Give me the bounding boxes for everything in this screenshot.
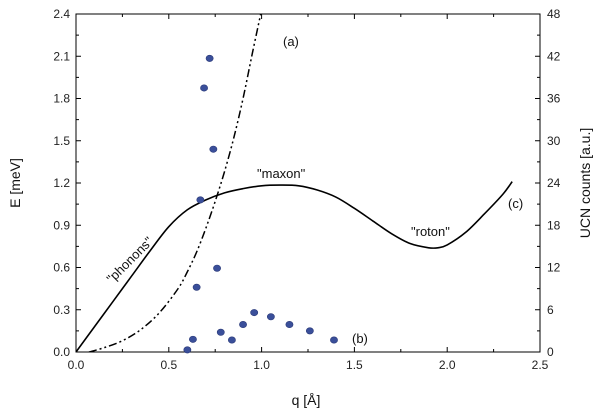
series-a-line <box>88 14 262 352</box>
y-right-tick-label: 12 <box>547 261 561 275</box>
annotation-maxon: "maxon" <box>257 166 306 181</box>
x-tick-label: 0.0 <box>68 358 85 372</box>
series-b-point <box>330 336 338 344</box>
y-left-tick-label: 2.1 <box>53 49 70 63</box>
y-right-tick-label: 18 <box>547 218 561 232</box>
y-left-tick-label: 0.6 <box>53 261 70 275</box>
annotation-a: (a) <box>283 34 299 49</box>
series-b-point <box>200 84 208 92</box>
y-axis-right-title: UCN counts [a.u.] <box>577 128 593 239</box>
series-b-point <box>213 264 221 272</box>
x-tick-label: 1.5 <box>346 358 363 372</box>
series-b-point <box>183 346 192 354</box>
x-axis-title: q [Å] <box>292 392 321 408</box>
y-left-tick-label: 0.0 <box>53 345 70 359</box>
y-left-tick-label: 0.3 <box>53 303 70 317</box>
y-right-tick-label: 36 <box>547 92 561 106</box>
y-left-tick-label: 1.8 <box>53 92 70 106</box>
annotation-c: (c) <box>508 196 523 211</box>
y-right-tick-label: 0 <box>547 345 554 359</box>
y-right-tick-label: 6 <box>547 303 554 317</box>
annotation-roton: "roton" <box>411 224 450 239</box>
x-tick-label: 0.5 <box>160 358 177 372</box>
y-left-tick-label: 1.2 <box>53 176 70 190</box>
y-left-tick-label: 1.5 <box>53 134 70 148</box>
series-b-point <box>192 283 201 291</box>
y-right-tick-label: 24 <box>547 176 561 190</box>
y-right-tick-label: 42 <box>547 49 561 63</box>
series-b-point <box>250 309 259 317</box>
x-tick-label: 1.0 <box>253 358 270 372</box>
annotation-b: (b) <box>352 331 368 346</box>
series-b-point <box>285 321 294 329</box>
series-b-point <box>266 313 275 321</box>
series-b-point <box>305 327 314 335</box>
series-b-point <box>205 54 214 62</box>
y-axis-left-title: E [meV] <box>7 158 23 208</box>
series-b-point <box>216 328 225 336</box>
series-b-point <box>209 145 218 153</box>
series-b-point <box>189 335 197 343</box>
series-b-point <box>228 336 236 344</box>
y-left-tick-label: 0.9 <box>53 218 70 232</box>
series-b-point <box>196 196 205 204</box>
y-right-tick-label: 30 <box>547 134 561 148</box>
x-tick-label: 2.0 <box>439 358 456 372</box>
y-left-tick-label: 2.4 <box>53 7 70 21</box>
series-b-point <box>239 321 247 329</box>
x-tick-label: 2.5 <box>532 358 549 372</box>
plot-frame <box>75 13 541 353</box>
plot-area: 0.0 0.5 1.0 1.5 2.0 2.5 0.0 0.3 0.6 0.9 1.2 1.5 1.8 2… <box>53 7 560 372</box>
series-c-line <box>76 181 513 352</box>
y-right-tick-label: 48 <box>547 7 561 21</box>
